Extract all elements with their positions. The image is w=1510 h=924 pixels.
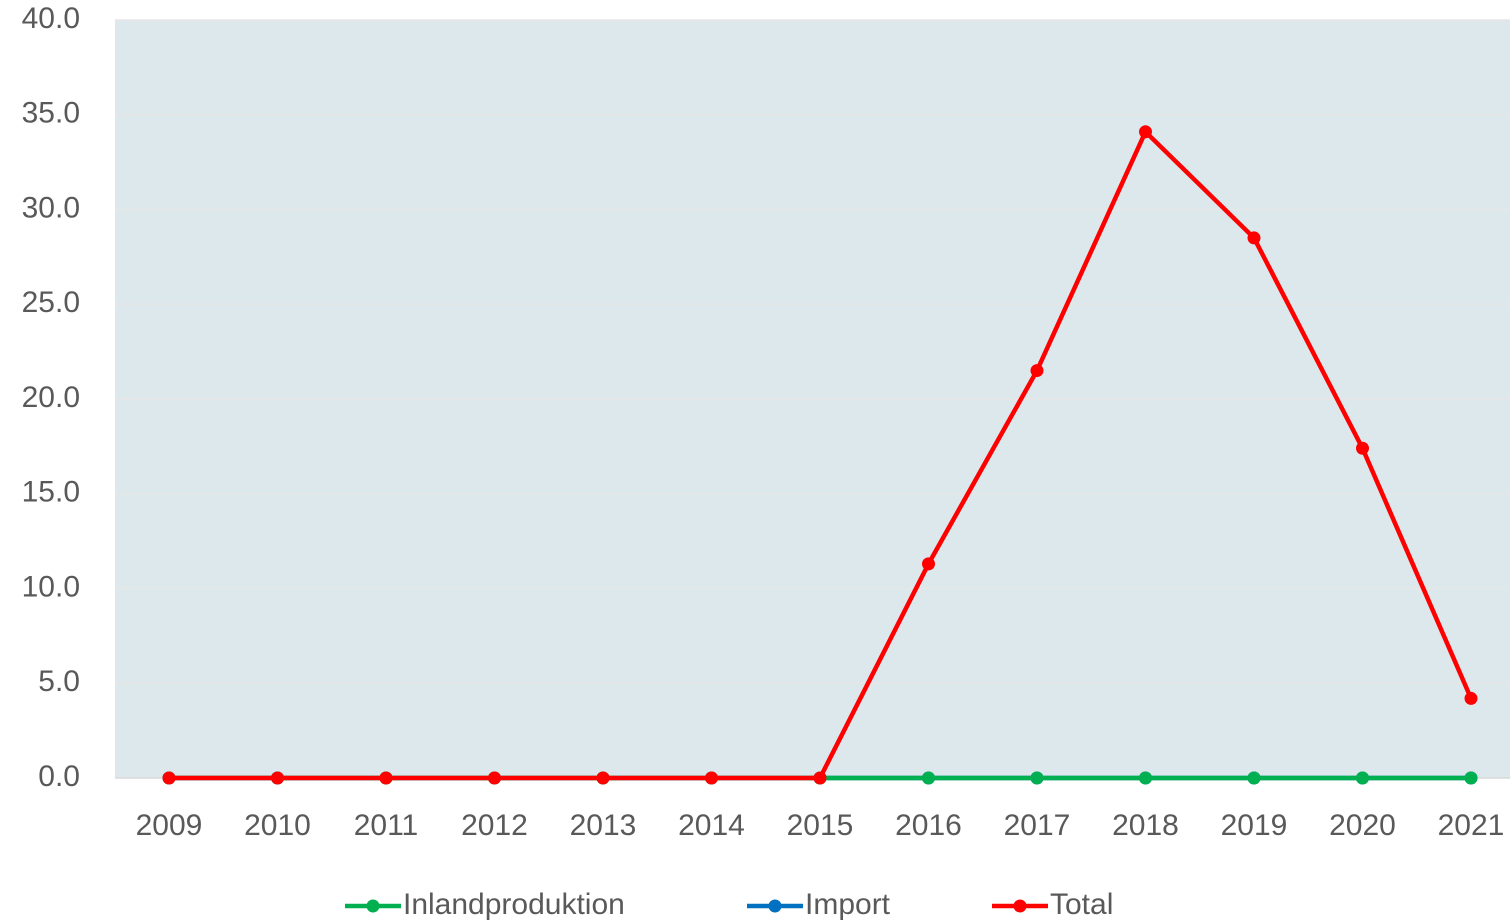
data-point bbox=[1464, 691, 1478, 705]
x-tick-label: 2015 bbox=[787, 809, 854, 842]
x-tick-label: 2021 bbox=[1438, 809, 1505, 842]
y-tick-label: 5.0 bbox=[38, 665, 80, 698]
x-tick-label: 2011 bbox=[354, 809, 419, 842]
data-point bbox=[596, 771, 610, 785]
x-tick-label: 2010 bbox=[244, 809, 311, 842]
legend-label: Inlandproduktion bbox=[403, 888, 625, 921]
x-tick-label: 2014 bbox=[678, 809, 745, 842]
data-point bbox=[1139, 125, 1152, 139]
y-tick-label: 0.0 bbox=[38, 760, 80, 793]
data-point bbox=[1030, 364, 1044, 378]
x-tick-label: 2018 bbox=[1112, 809, 1179, 842]
y-tick-label: 35.0 bbox=[22, 97, 80, 130]
legend-marker bbox=[1013, 899, 1027, 913]
y-tick-label: 25.0 bbox=[22, 286, 80, 319]
y-tick-label: 30.0 bbox=[22, 191, 80, 224]
x-tick-label: 2019 bbox=[1221, 809, 1288, 842]
legend-marker bbox=[768, 899, 782, 913]
y-tick-label: 10.0 bbox=[22, 570, 80, 603]
data-point bbox=[922, 557, 935, 571]
data-point bbox=[705, 771, 718, 785]
x-tick-label: 2020 bbox=[1329, 809, 1396, 842]
data-point bbox=[1356, 441, 1369, 455]
data-point bbox=[1356, 771, 1369, 785]
data-point bbox=[1030, 771, 1044, 785]
y-tick-label: 15.0 bbox=[22, 476, 80, 509]
data-point bbox=[922, 771, 935, 785]
x-tick-label: 2012 bbox=[461, 809, 528, 842]
legend-marker bbox=[366, 899, 380, 913]
data-point bbox=[1139, 771, 1152, 785]
legend-label: Import bbox=[805, 888, 891, 921]
data-point bbox=[379, 771, 393, 785]
data-point bbox=[488, 771, 501, 785]
data-point bbox=[1247, 771, 1261, 785]
data-point bbox=[271, 771, 284, 785]
data-point bbox=[813, 771, 827, 785]
y-tick-label: 20.0 bbox=[22, 381, 80, 414]
x-tick-label: 2013 bbox=[570, 809, 637, 842]
y-tick-label: 40.0 bbox=[22, 2, 80, 35]
x-tick-label: 2017 bbox=[1004, 809, 1071, 842]
x-tick-label: 2009 bbox=[136, 809, 203, 842]
data-point bbox=[1464, 771, 1478, 785]
data-point bbox=[1247, 231, 1261, 245]
legend-label: Total bbox=[1050, 888, 1113, 921]
data-point bbox=[162, 771, 176, 785]
x-tick-label: 2016 bbox=[895, 809, 962, 842]
